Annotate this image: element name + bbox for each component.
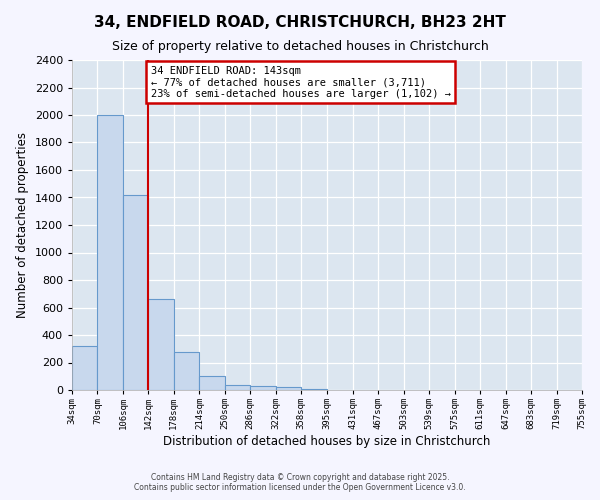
Bar: [199, 376, 225, 390]
Y-axis label: Number of detached properties: Number of detached properties: [16, 132, 29, 318]
Bar: [123, 194, 148, 390]
Bar: [97, 115, 123, 390]
Bar: [72, 346, 97, 390]
Bar: [148, 299, 174, 390]
Text: Contains HM Land Registry data © Crown copyright and database right 2025.
Contai: Contains HM Land Registry data © Crown c…: [134, 473, 466, 492]
Text: 34, ENDFIELD ROAD, CHRISTCHURCH, BH23 2HT: 34, ENDFIELD ROAD, CHRISTCHURCH, BH23 2H…: [94, 15, 506, 30]
Text: Size of property relative to detached houses in Christchurch: Size of property relative to detached ho…: [112, 40, 488, 53]
Bar: [301, 388, 328, 390]
Bar: [250, 386, 276, 390]
Text: 34 ENDFIELD ROAD: 143sqm
← 77% of detached houses are smaller (3,711)
23% of sem: 34 ENDFIELD ROAD: 143sqm ← 77% of detach…: [151, 66, 451, 98]
Bar: [225, 384, 250, 390]
Bar: [276, 387, 301, 390]
X-axis label: Distribution of detached houses by size in Christchurch: Distribution of detached houses by size …: [163, 435, 491, 448]
Bar: [174, 352, 199, 390]
